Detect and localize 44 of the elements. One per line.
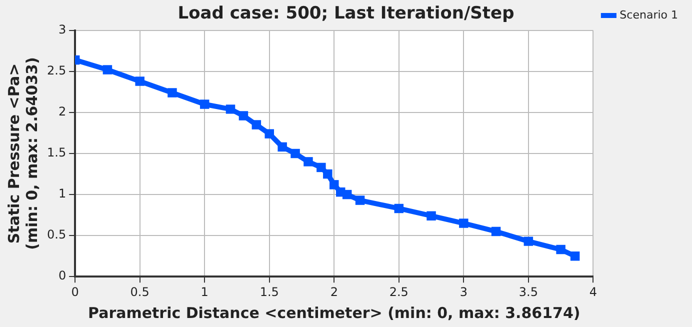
- point: [102, 65, 112, 74]
- y-tick-label: 0: [58, 268, 66, 283]
- point: [290, 148, 300, 158]
- y-tick-label: 1: [58, 186, 66, 201]
- legend-label: Scenario 1: [620, 8, 678, 22]
- point: [336, 187, 346, 197]
- y-tick-label: 1.5: [46, 146, 66, 160]
- point: [524, 236, 534, 246]
- x-tick-label: 1: [200, 284, 208, 299]
- point: [556, 244, 566, 254]
- point: [238, 111, 248, 120]
- point: [135, 76, 144, 86]
- point: [330, 180, 339, 190]
- point: [426, 211, 436, 220]
- x-tick-label: 2.5: [389, 284, 408, 299]
- x-tick-label: 4: [589, 284, 598, 299]
- x-tick-label: 0.5: [130, 284, 150, 299]
- point: [570, 251, 580, 261]
- point: [491, 226, 501, 236]
- point: [304, 157, 313, 166]
- point: [264, 129, 274, 138]
- y-tick-label: 0.5: [46, 228, 66, 242]
- x-axis-title: Parametric Distance <centimeter> (min: 0, max: 3.86174): [88, 304, 580, 322]
- point: [394, 204, 404, 214]
- x-tick-label: 3.5: [518, 284, 538, 299]
- y-tick-label: 3: [58, 22, 66, 37]
- point: [226, 104, 236, 114]
- y-tick-label: 2: [58, 104, 66, 119]
- x-tick-label: 0: [71, 284, 79, 299]
- y-axis-title: Static Pressure <Pa> (min: 0, max: 2.64033): [4, 57, 41, 250]
- point: [200, 100, 210, 109]
- point: [316, 162, 326, 172]
- point: [323, 169, 332, 179]
- point: [342, 190, 352, 200]
- x-tick-label: 3: [460, 284, 468, 299]
- x-tick-label: 2: [330, 284, 338, 299]
- chart-title: Load case: 500; Last Iteration/Step: [178, 4, 514, 24]
- point: [278, 142, 287, 152]
- point: [459, 218, 468, 228]
- point: [355, 196, 365, 205]
- point: [168, 88, 177, 98]
- point: [252, 120, 262, 130]
- y-tick-label: 2.5: [46, 64, 66, 78]
- x-tick-label: 1.5: [260, 284, 279, 299]
